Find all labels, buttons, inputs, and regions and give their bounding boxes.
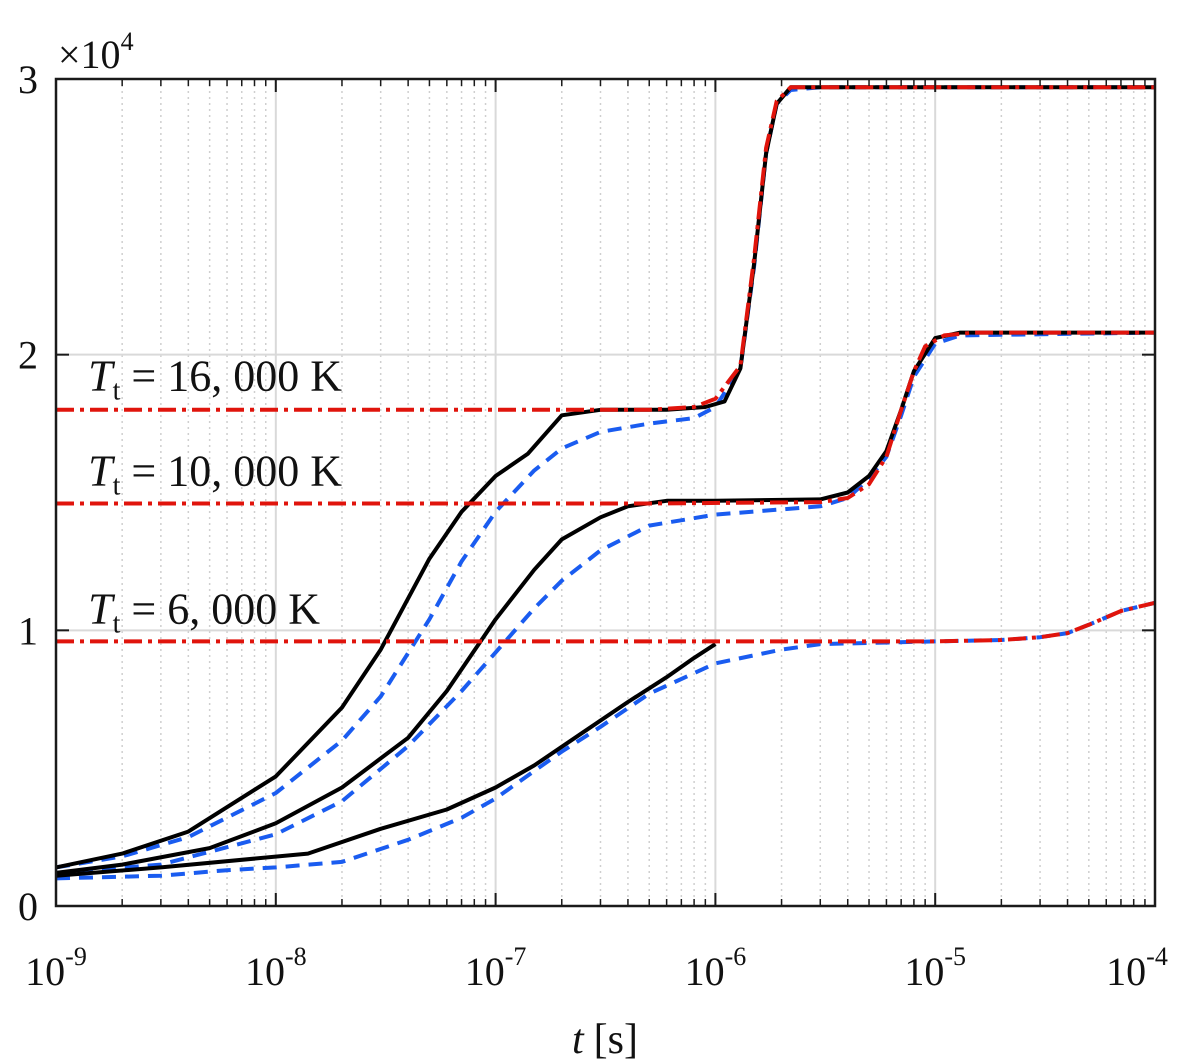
series-group [55, 85, 1156, 881]
y-multiplier-exponent: 4 [121, 27, 134, 56]
x-tick-base: 10 [25, 949, 65, 994]
annotation-label: Tt = 10, 000 K [88, 447, 342, 502]
x-tick-label: 10-6 [685, 942, 747, 994]
x-axis-label: t [s] [572, 1017, 638, 1063]
annotation-label: Tt = 16, 000 K [88, 352, 342, 407]
annotation-subscript: t [113, 376, 121, 407]
series-line-16000K-ref [56, 85, 1155, 412]
x-axis-variable: t [572, 1017, 585, 1063]
annotation-variable: T [88, 447, 116, 496]
annotation-value: = 16, 000 K [120, 352, 342, 401]
annotation-subscript: t [113, 471, 121, 502]
series-line-6000K-model2 [55, 600, 1156, 881]
x-tick-label: 10-7 [465, 942, 527, 994]
y-tick-label: 2 [18, 333, 38, 378]
y-multiplier-base: ×10 [58, 32, 121, 77]
plot-frame [54, 77, 1157, 908]
annotation-value: = 6, 000 K [120, 584, 320, 633]
x-tick-exponent: -9 [65, 942, 87, 971]
series-line-10000K-model [55, 330, 1155, 875]
annotation-value: = 10, 000 K [120, 447, 342, 496]
x-tick-label: 10-5 [904, 942, 966, 994]
x-tick-exponent: -4 [1146, 942, 1168, 971]
x-tick-base: 10 [245, 949, 285, 994]
x-axis-unit: [s] [594, 1017, 638, 1063]
x-tick-exponent: -6 [725, 942, 747, 971]
y-tick-label: 0 [18, 884, 38, 929]
annotations: Tt = 16, 000 KTt = 10, 000 KTt = 6, 000 … [88, 352, 342, 640]
annotation-label: Tt = 6, 000 K [88, 584, 320, 639]
annotation-subscript: t [113, 608, 121, 639]
series-line-10000K-ref [56, 330, 1155, 506]
x-tick-label: 10-8 [245, 942, 307, 994]
x-tick-base: 10 [904, 949, 944, 994]
x-tick-label: 10-9 [25, 942, 87, 994]
x-tick-base: 10 [685, 949, 725, 994]
x-tick-exponent: -8 [285, 942, 307, 971]
series-line-6000K-ref [56, 600, 1156, 644]
series-line-6000K-model [55, 642, 717, 878]
annotation-variable: T [88, 352, 116, 401]
x-tick-label: 10-4 [1106, 942, 1168, 994]
x-tick-base: 10 [1106, 949, 1146, 994]
y-tick-label: 3 [18, 57, 38, 102]
annotation-variable: T [88, 584, 116, 633]
y-tick-label: 1 [18, 608, 38, 653]
x-tick-exponent: -7 [505, 942, 527, 971]
x-tick-exponent: -5 [944, 942, 966, 971]
x-tick-base: 10 [465, 949, 505, 994]
y-multiplier: ×104 [58, 27, 134, 77]
